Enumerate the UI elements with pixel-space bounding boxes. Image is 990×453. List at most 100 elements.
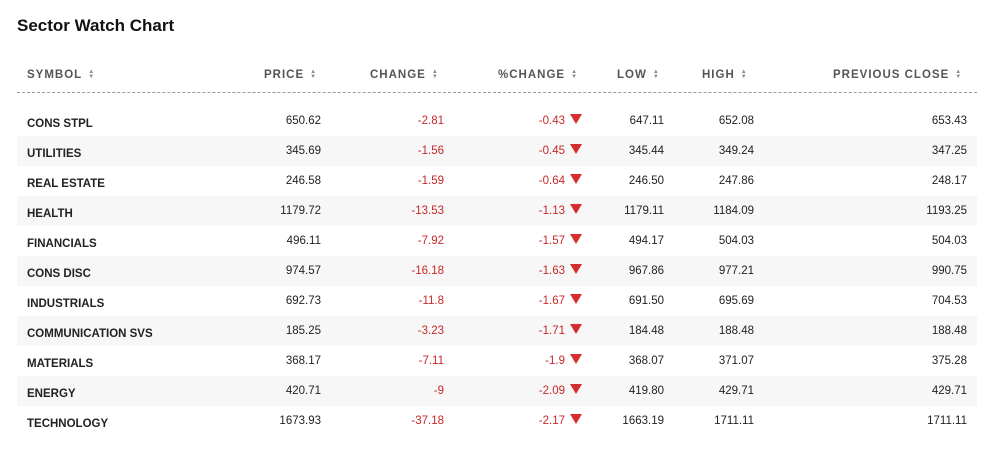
triangle-down-icon	[570, 234, 582, 244]
previous-close-value: 504.03	[931, 235, 967, 247]
previous-close-value: 653.43	[931, 115, 967, 127]
triangle-down-icon	[570, 354, 582, 364]
low-value: 419.80	[628, 385, 664, 397]
column-header-label: SYMBOL	[27, 69, 83, 81]
table-row: MATERIALS 368.17 -7.11 -1.9 368.07 371.0…	[17, 346, 977, 376]
pct-change-value: -1.57	[538, 235, 565, 247]
column-header-symbol[interactable]: SYMBOL ▲ ▼	[27, 67, 94, 83]
previous-close-value: 429.71	[931, 385, 967, 397]
column-header-low[interactable]: LOW ▲ ▼	[617, 67, 659, 83]
price-value: 974.57	[285, 265, 321, 277]
triangle-down-icon	[570, 324, 582, 334]
price-value: 1673.93	[279, 415, 321, 427]
triangle-down-icon	[570, 264, 582, 274]
change-value: -7.92	[417, 235, 444, 247]
triangle-down-icon	[570, 114, 582, 124]
low-value: 345.44	[628, 145, 664, 157]
column-header-price[interactable]: PRICE ▲ ▼	[264, 67, 316, 83]
symbol-link[interactable]: CONS STPL	[27, 118, 93, 130]
previous-close-value: 248.17	[931, 175, 967, 187]
high-value: 349.24	[718, 145, 754, 157]
pct-change-value: -2.09	[538, 385, 565, 397]
table-row: ENERGY 420.71 -9 -2.09 419.80 429.71 429…	[17, 376, 977, 406]
table-row: FINANCIALS 496.11 -7.92 -1.57 494.17 504…	[17, 226, 977, 256]
table-row: TECHNOLOGY 1673.93 -37.18 -2.17 1663.19 …	[17, 406, 977, 436]
high-value: 371.07	[718, 355, 754, 367]
symbol-link[interactable]: UTILITIES	[27, 148, 82, 160]
column-header-high[interactable]: HIGH ▲ ▼	[702, 67, 747, 83]
price-value: 650.62	[285, 115, 321, 127]
symbol-link[interactable]: INDUSTRIALS	[27, 298, 105, 310]
pct-change-value: -1.9	[545, 355, 565, 367]
column-header-label: PREVIOUS CLOSE	[833, 69, 950, 81]
previous-close-value: 375.28	[931, 355, 967, 367]
table-row: HEALTH 1179.72 -13.53 -1.13 1179.11 1184…	[17, 196, 977, 226]
sort-up-down-icon: ▲ ▼	[652, 69, 659, 80]
table-row: REAL ESTATE 246.58 -1.59 -0.64 246.50 24…	[17, 166, 977, 196]
sort-up-down-icon: ▲ ▼	[571, 69, 578, 80]
column-header-label: PRICE	[264, 69, 305, 81]
column-header-label: %CHANGE	[498, 69, 566, 81]
high-value: 1711.11	[714, 415, 754, 427]
price-value: 1179.72	[280, 205, 321, 217]
price-value: 185.25	[285, 325, 321, 337]
low-value: 967.86	[628, 265, 664, 277]
symbol-link[interactable]: REAL ESTATE	[27, 178, 105, 190]
symbol-link[interactable]: MATERIALS	[27, 358, 94, 370]
change-value: -7.11	[418, 355, 444, 367]
high-value: 977.21	[718, 265, 754, 277]
change-value: -37.18	[411, 415, 444, 427]
symbol-link[interactable]: TECHNOLOGY	[27, 418, 109, 430]
low-value: 368.07	[628, 355, 664, 367]
column-header-change[interactable]: CHANGE ▲ ▼	[370, 67, 438, 83]
sector-watch-table: SYMBOL ▲ ▼ PRICE ▲ ▼ CHANGE ▲ ▼ %CHANGE ▲ ▼ …	[17, 58, 977, 436]
pct-change-value: -0.43	[538, 115, 565, 127]
low-value: 246.50	[628, 175, 664, 187]
low-value: 1179.11	[624, 205, 664, 217]
column-header-previous-close[interactable]: PREVIOUS CLOSE ▲ ▼	[833, 67, 961, 83]
price-value: 368.17	[285, 355, 321, 367]
pct-change-value: -2.17	[538, 415, 565, 427]
sort-up-down-icon: ▲ ▼	[88, 69, 95, 80]
symbol-link[interactable]: CONS DISC	[27, 268, 91, 280]
pct-change-value: -1.71	[538, 325, 565, 337]
previous-close-value: 347.25	[931, 145, 967, 157]
low-value: 184.48	[628, 325, 664, 337]
price-value: 246.58	[285, 175, 321, 187]
high-value: 1184.09	[713, 205, 754, 217]
price-value: 692.73	[285, 295, 321, 307]
high-value: 247.86	[718, 175, 754, 187]
triangle-down-icon	[570, 384, 582, 394]
triangle-down-icon	[570, 144, 582, 154]
price-value: 420.71	[285, 385, 321, 397]
column-header-label: HIGH	[702, 69, 735, 81]
triangle-down-icon	[570, 414, 582, 424]
high-value: 188.48	[718, 325, 754, 337]
pct-change-value: -1.67	[538, 295, 565, 307]
change-value: -2.81	[417, 115, 444, 127]
table-row: COMMUNICATION SVS 185.25 -3.23 -1.71 184…	[17, 316, 977, 346]
high-value: 429.71	[718, 385, 754, 397]
low-value: 1663.19	[622, 415, 664, 427]
sort-up-down-icon: ▲ ▼	[310, 69, 317, 80]
symbol-link[interactable]: ENERGY	[27, 388, 76, 400]
high-value: 652.08	[718, 115, 754, 127]
high-value: 504.03	[718, 235, 754, 247]
column-header-label: CHANGE	[370, 69, 426, 81]
table-row: INDUSTRIALS 692.73 -11.8 -1.67 691.50 69…	[17, 286, 977, 316]
pct-change-value: -1.13	[538, 205, 565, 217]
previous-close-value: 188.48	[931, 325, 967, 337]
change-value: -1.59	[417, 175, 444, 187]
previous-close-value: 1711.11	[927, 415, 967, 427]
column-header-pct-change[interactable]: %CHANGE ▲ ▼	[498, 67, 577, 83]
symbol-link[interactable]: COMMUNICATION SVS	[27, 328, 153, 340]
price-value: 345.69	[285, 145, 321, 157]
table-row: CONS STPL 650.62 -2.81 -0.43 647.11 652.…	[17, 106, 977, 136]
sort-up-down-icon: ▲ ▼	[955, 69, 962, 80]
triangle-down-icon	[570, 294, 582, 304]
symbol-link[interactable]: FINANCIALS	[27, 238, 97, 250]
table-body: CONS STPL 650.62 -2.81 -0.43 647.11 652.…	[17, 106, 977, 436]
previous-close-value: 704.53	[931, 295, 967, 307]
symbol-link[interactable]: HEALTH	[27, 208, 73, 220]
change-value: -13.53	[411, 205, 444, 217]
